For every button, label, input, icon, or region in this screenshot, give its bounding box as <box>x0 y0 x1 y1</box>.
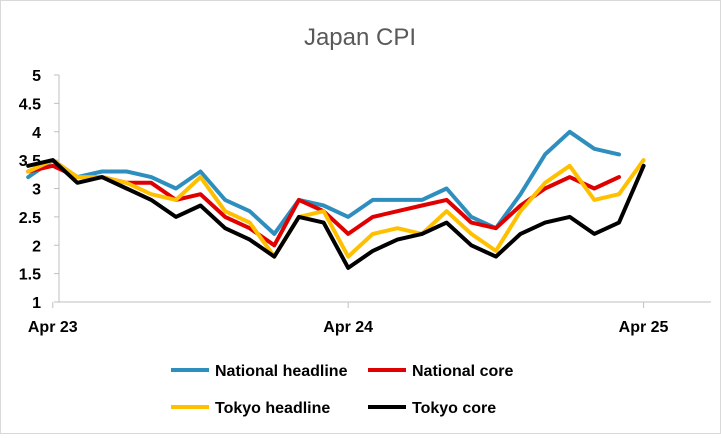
x-tick-label: Apr 25 <box>619 319 669 336</box>
y-tick-label: 4.5 <box>19 96 41 113</box>
y-tick-label: 1 <box>32 295 41 312</box>
legend-item: Tokyo core <box>368 400 496 417</box>
y-tick-label: 2.5 <box>19 210 41 227</box>
legend-item: National headline <box>171 363 348 380</box>
legend-label: Tokyo headline <box>215 400 330 417</box>
chart-title: Japan CPI <box>304 24 416 51</box>
x-tick-label: Apr 23 <box>28 319 78 336</box>
x-axis: Apr 23 Apr 24 Apr 25 <box>28 301 711 336</box>
y-axis: 11.522.533.544.55 <box>19 68 60 312</box>
legend-item: National core <box>368 363 513 380</box>
series-line-tokyo-headline <box>26 158 646 259</box>
legend-item: Tokyo headline <box>171 400 330 417</box>
y-tick-label: 5 <box>32 68 41 85</box>
series-line-national-headline <box>26 129 621 236</box>
y-tick-label: 4 <box>32 125 41 142</box>
legend-label: National headline <box>215 363 348 380</box>
legend-label: Tokyo core <box>412 400 496 417</box>
series-layer <box>26 129 646 270</box>
y-tick-label: 2 <box>32 238 41 255</box>
series-line-tokyo-core <box>26 158 646 270</box>
y-tick-label: 1.5 <box>19 267 41 284</box>
legend-label: National core <box>412 363 513 380</box>
x-tick-label: Apr 24 <box>323 319 373 336</box>
y-tick-label: 3 <box>32 182 41 199</box>
legend: National headline National core Tokyo head… <box>171 363 513 417</box>
